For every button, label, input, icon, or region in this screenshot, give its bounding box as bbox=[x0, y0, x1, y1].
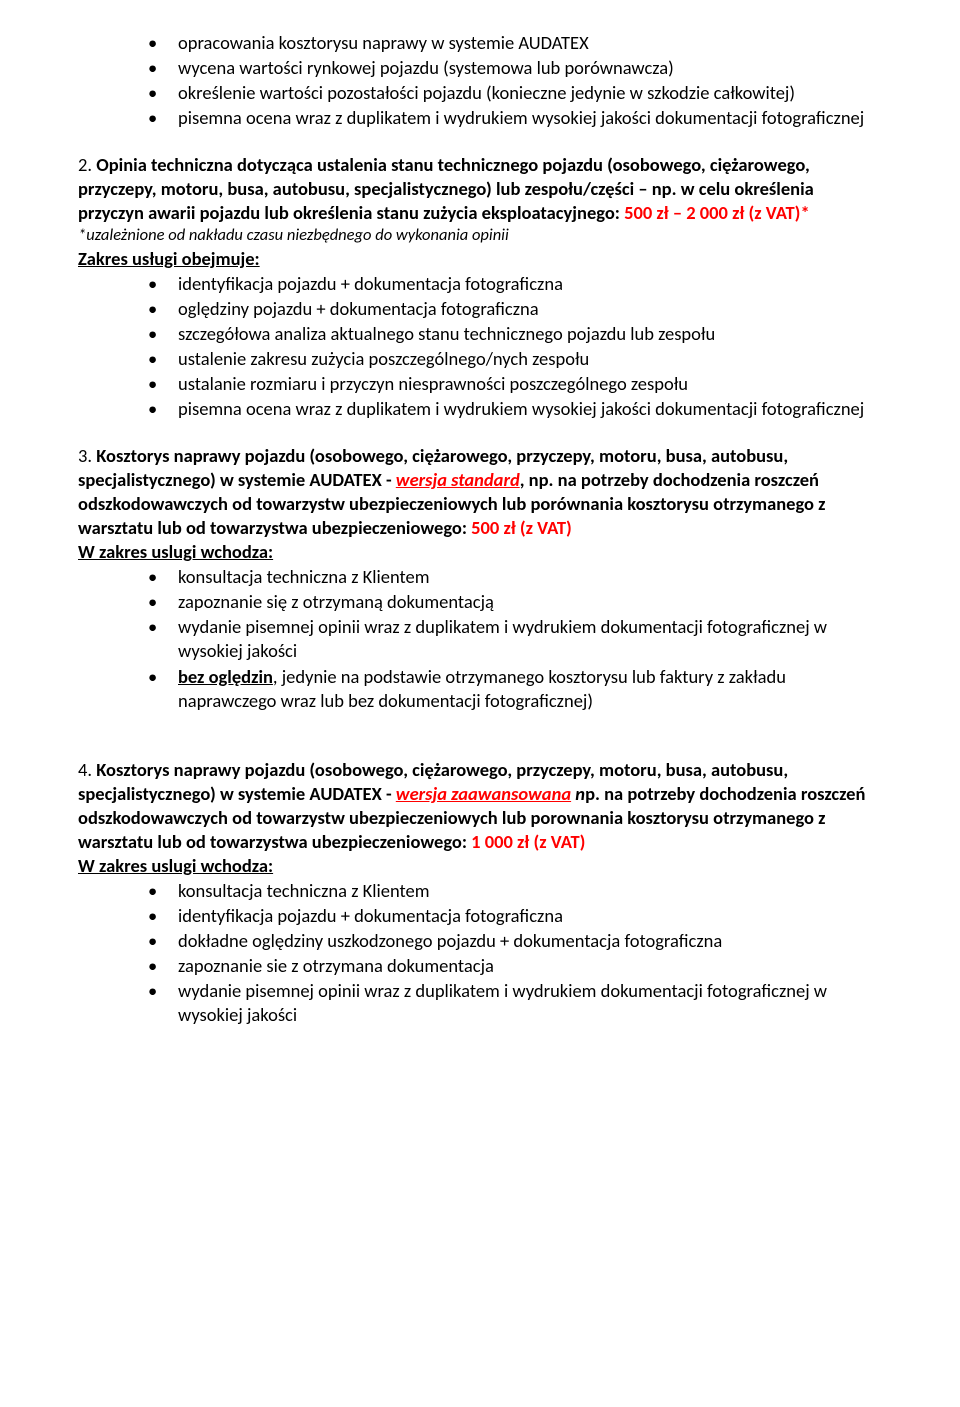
section-3-scope-label: W zakres uslugi wchodza: bbox=[78, 540, 882, 564]
top-bullet-list: opracowania kosztorysu naprawy w systemi… bbox=[78, 31, 882, 130]
document-page: opracowania kosztorysu naprawy w systemi… bbox=[0, 0, 960, 1407]
list-item: zapoznanie się z otrzymaną dokumentacją bbox=[148, 590, 882, 614]
list-item: szczegółowa analiza aktualnego stanu tec… bbox=[148, 322, 882, 346]
list-item: konsultacja techniczna z Klientem bbox=[148, 879, 882, 903]
list-item: pisemna ocena wraz z duplikatem i wydruk… bbox=[148, 106, 882, 130]
section-2-lead: 2. Opinia techniczna dotycząca ustalenia… bbox=[78, 153, 882, 225]
section-number: 3. bbox=[78, 444, 96, 467]
list-item: wydanie pisemnej opinii wraz z duplikate… bbox=[148, 979, 882, 1027]
list-item: zapoznanie sie z otrzymana dokumentacja bbox=[148, 954, 882, 978]
section-number: 2. bbox=[78, 153, 96, 176]
list-item: konsultacja techniczna z Klientem bbox=[148, 565, 882, 589]
list-item: ustalenie zakresu zużycia poszczególnego… bbox=[148, 347, 882, 371]
section-number: 4. bbox=[78, 758, 96, 781]
section-2-footnote: *uzależnione od nakładu czasu niezbędneg… bbox=[78, 225, 882, 246]
list-item: wycena wartości rynkowej pojazdu (system… bbox=[148, 56, 882, 80]
section-2-scope-label: Zakres usługi obejmuje: bbox=[78, 247, 882, 271]
section-3-price: 500 zł (z VAT) bbox=[471, 516, 572, 539]
section-3-version: wersja standard bbox=[396, 468, 520, 491]
list-item: bez oględzin, jedynie na podstawie otrzy… bbox=[148, 665, 882, 713]
section-2-bullets: identyfikacja pojazdu + dokumentacja fot… bbox=[78, 272, 882, 421]
section-4-scope-label: W zakres uslugi wchodza: bbox=[78, 854, 882, 878]
list-item: pisemna ocena wraz z duplikatem i wydruk… bbox=[148, 397, 882, 421]
list-item: dokładne oględziny uszkodzonego pojazdu … bbox=[148, 929, 882, 953]
list-item: wydanie pisemnej opinii wraz z duplikate… bbox=[148, 615, 882, 663]
list-item: opracowania kosztorysu naprawy w systemi… bbox=[148, 31, 882, 55]
list-item: identyfikacja pojazdu + dokumentacja fot… bbox=[148, 272, 882, 296]
section-4-part2a: n bbox=[571, 782, 585, 805]
section-4-price: 1 000 zł (z VAT) bbox=[471, 830, 585, 853]
section-3-lead: 3. Kosztorys naprawy pojazdu (osobowego,… bbox=[78, 444, 882, 540]
section-4-version: wersja zaawansowana bbox=[396, 782, 571, 805]
section-4-bullets: konsultacja techniczna z Klientem identy… bbox=[78, 879, 882, 1027]
section-4-lead: 4. Kosztorys naprawy pojazdu (osobowego,… bbox=[78, 758, 882, 854]
section-2-price: 500 zł – 2 000 zł (z VAT)* bbox=[624, 201, 810, 224]
list-item: określenie wartości pozostałości pojazdu… bbox=[148, 81, 882, 105]
list-item: identyfikacja pojazdu + dokumentacja fot… bbox=[148, 904, 882, 928]
list-item: oględziny pojazdu + dokumentacja fotogra… bbox=[148, 297, 882, 321]
list-item: ustalanie rozmiaru i przyczyn niesprawno… bbox=[148, 372, 882, 396]
section-3-bullets: konsultacja techniczna z Klientem zapozn… bbox=[78, 565, 882, 712]
bez-ogledzin: bez oględzin bbox=[178, 665, 273, 688]
